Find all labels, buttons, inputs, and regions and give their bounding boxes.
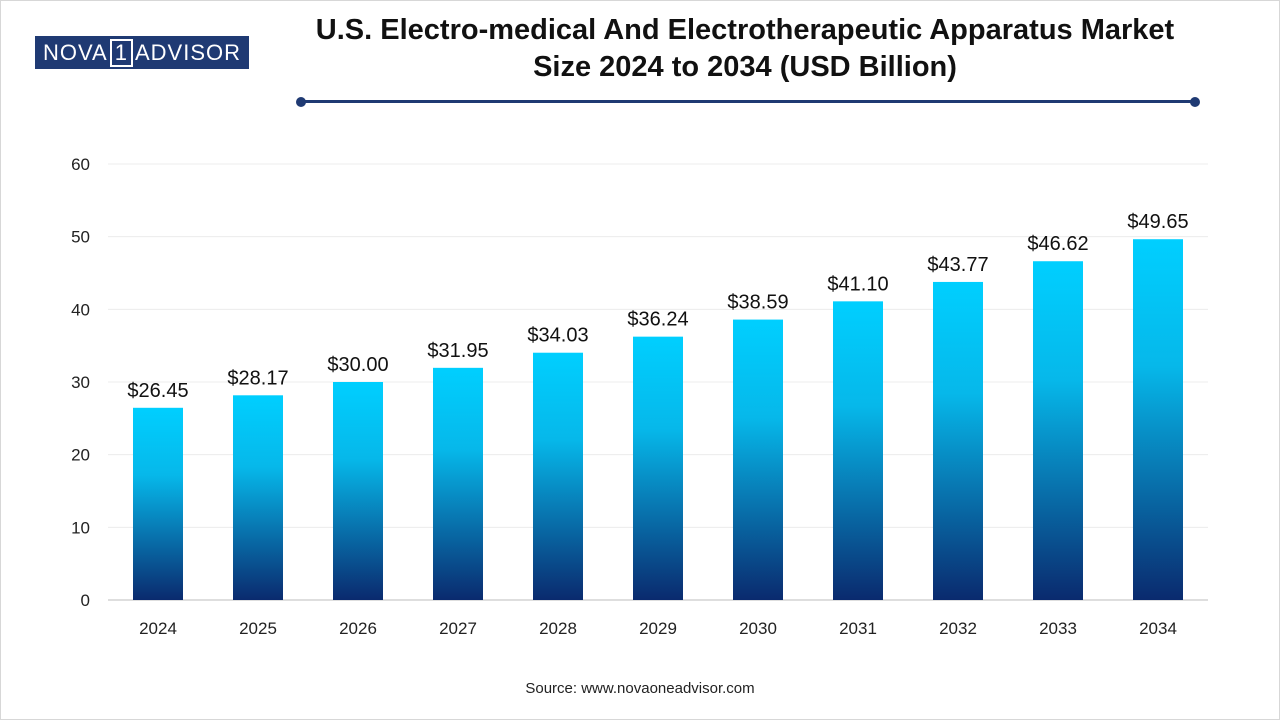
bar-2024: [133, 407, 183, 600]
logo-text-one: 1: [109, 38, 133, 67]
chart-title: U.S. Electro-medical And Electrotherapeu…: [250, 12, 1240, 86]
title-underline: [296, 96, 1200, 107]
bars: [133, 239, 1183, 600]
bar-2033: [1033, 261, 1083, 600]
x-tick-label-2031: 2031: [839, 619, 877, 638]
y-tick-label: 20: [71, 446, 90, 465]
x-tick-label-2025: 2025: [239, 619, 277, 638]
bar-2025: [233, 395, 283, 600]
bar-2027: [433, 367, 483, 600]
value-label-2026: $30.00: [327, 354, 388, 376]
x-tick-label-2032: 2032: [939, 619, 977, 638]
x-tick-label-2030: 2030: [739, 619, 777, 638]
value-label-2027: $31.95: [427, 340, 488, 362]
value-labels: $26.45 $28.17 $30.00 $31.95 $34.03 $36.24 $38.…: [127, 211, 1188, 402]
x-tick-label-2034: 2034: [1139, 619, 1177, 638]
value-label-2028: $34.03: [527, 325, 588, 347]
value-label-2032: $43.77: [927, 254, 988, 276]
x-tick-label-2028: 2028: [539, 619, 577, 638]
value-label-2034: $49.65: [1127, 211, 1188, 233]
bar-2032: [933, 281, 983, 600]
x-tick-label-2024: 2024: [139, 619, 177, 638]
value-label-2024: $26.45: [127, 380, 188, 402]
y-tick-label: 10: [71, 518, 90, 537]
x-tick-label-2033: 2033: [1039, 619, 1077, 638]
bar-2031: [833, 301, 883, 600]
bar-2026: [333, 382, 383, 600]
x-axis-ticks: 2024 2025 2026 2027 2028 2029 2030 2031 2032 2033…: [139, 619, 1177, 638]
x-tick-label-2027: 2027: [439, 619, 477, 638]
y-tick-label: 30: [71, 373, 90, 392]
logo-text-nova: NOVA: [43, 39, 108, 65]
bar-2029: [633, 336, 683, 600]
chart-title-line-2: Size 2024 to 2034 (USD Billion): [533, 51, 957, 83]
source-note: Source: www.novaoneadvisor.com: [525, 680, 755, 697]
x-tick-label-2029: 2029: [639, 619, 677, 638]
y-tick-label: 60: [71, 155, 90, 174]
bar-2030: [733, 319, 783, 600]
value-label-2033: $46.62: [1027, 233, 1088, 255]
x-tick-label-2026: 2026: [339, 619, 377, 638]
value-label-2031: $41.10: [827, 273, 888, 295]
bar-2028: [533, 352, 583, 600]
y-tick-label: 0: [81, 591, 90, 610]
value-label-2025: $28.17: [227, 367, 288, 389]
value-label-2029: $36.24: [627, 309, 688, 331]
y-tick-label: 40: [71, 300, 90, 319]
bar-2034: [1133, 239, 1183, 600]
y-axis-ticks: 0 10 20 30 40 50 60: [71, 155, 90, 610]
chart-title-line-1: U.S. Electro-medical And Electrotherapeu…: [315, 14, 1175, 46]
logo-text-advisor: ADVISOR: [134, 39, 241, 65]
nova-one-advisor-logo: NOVA 1 ADVISOR: [35, 36, 249, 69]
value-label-2030: $38.59: [727, 292, 788, 314]
y-tick-label: 50: [71, 228, 90, 247]
